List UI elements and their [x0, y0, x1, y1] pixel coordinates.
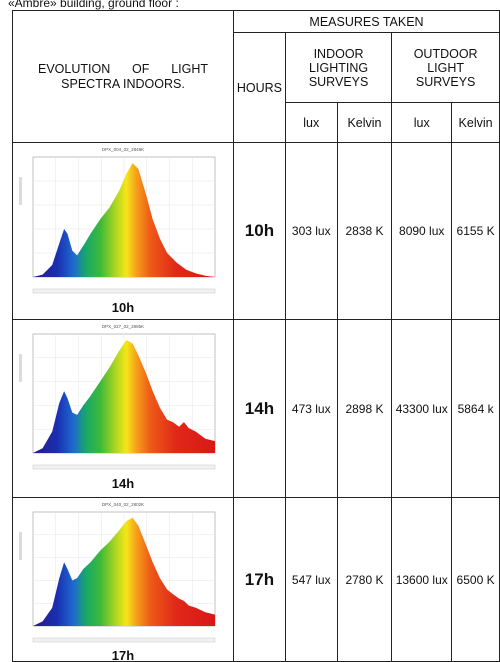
hour-cell: 17h: [233, 497, 286, 662]
outdoor-kelvin-value: 6500 K: [451, 497, 500, 662]
outdoor-kelvin-value: 5864 k: [451, 319, 500, 498]
spectrum-area: [33, 340, 215, 453]
indoor-kelvin-header: Kelvin: [336, 102, 393, 143]
outdoor-lux-value: 8090 lux: [391, 142, 453, 320]
indoor-lux-value: 303 lux: [284, 142, 338, 320]
indoor-lux-header: lux: [284, 102, 338, 143]
hour-cell: 14h: [233, 319, 286, 498]
spectrum-chart-14h: DPX_027_02_2885K: [19, 324, 216, 470]
spectrum-cell: DPX_004_02_2848K 10h: [12, 142, 234, 320]
y-axis-label-mark: [19, 532, 22, 560]
measures-taken-header: MEASURES TAKEN: [233, 10, 500, 33]
hours-header: HOURS: [233, 32, 286, 143]
indoor-lux-value: 547 lux: [284, 497, 338, 662]
y-axis-label-mark: [19, 354, 22, 382]
outdoor-kelvin-value: 6155 K: [451, 142, 500, 320]
outdoor-light-header: OUTDOOR LIGHT SURVEYS: [391, 32, 500, 103]
spectrum-chart-17h: DPX_040_02_2802K: [19, 502, 216, 643]
table-row: DPX_027_02_2885K 14h 14h 473 lux 2898 K …: [12, 319, 500, 498]
spectrum-footer-strip: [32, 637, 216, 643]
spectrum-footer-strip: [32, 288, 216, 294]
spectrum-title: DPX_040_02_2802K: [102, 502, 144, 507]
spectrum-cell: DPX_027_02_2885K 14h: [12, 319, 234, 498]
spectrum-title: DPX_004_02_2848K: [102, 147, 144, 152]
spectrum-chart-10h: DPX_004_02_2848K: [19, 147, 216, 294]
y-axis-label-mark: [19, 177, 22, 205]
indoor-kelvin-value: 2838 K: [336, 142, 393, 320]
evolution-header-cell: EVOLUTION OF LIGHT SPECTRA INDOORS.: [12, 10, 234, 143]
spectrum-label: 14h: [111, 476, 135, 491]
indoor-kelvin-value: 2898 K: [336, 319, 393, 498]
light-measurements-table: EVOLUTION OF LIGHT SPECTRA INDOORS. MEAS…: [12, 10, 500, 662]
spectrum-area: [33, 517, 215, 626]
outdoor-lux-value: 43300 lux: [391, 319, 453, 498]
outdoor-kelvin-header: Kelvin: [451, 102, 500, 143]
table-row: DPX_040_02_2802K 17h 17h 547 lux 2780 K …: [12, 497, 500, 662]
spectrum-area: [33, 163, 215, 277]
table-caption: «Ambre» building, ground floor :: [8, 0, 179, 10]
indoor-kelvin-value: 2780 K: [336, 497, 393, 662]
outdoor-lux-header: lux: [391, 102, 453, 143]
spectrum-label: 10h: [111, 300, 135, 315]
indoor-lighting-header: INDOOR LIGHTING SURVEYS: [284, 32, 393, 103]
spectrum-cell: DPX_040_02_2802K 17h: [12, 497, 234, 662]
spectrum-title: DPX_027_02_2885K: [102, 324, 144, 329]
hour-cell: 10h: [233, 142, 286, 320]
spectrum-footer-strip: [32, 464, 216, 470]
outdoor-lux-value: 13600 lux: [391, 497, 453, 662]
table-row: DPX_004_02_2848K 10h 10h 303 lux 2838 K …: [12, 142, 500, 320]
indoor-lux-value: 473 lux: [284, 319, 338, 498]
